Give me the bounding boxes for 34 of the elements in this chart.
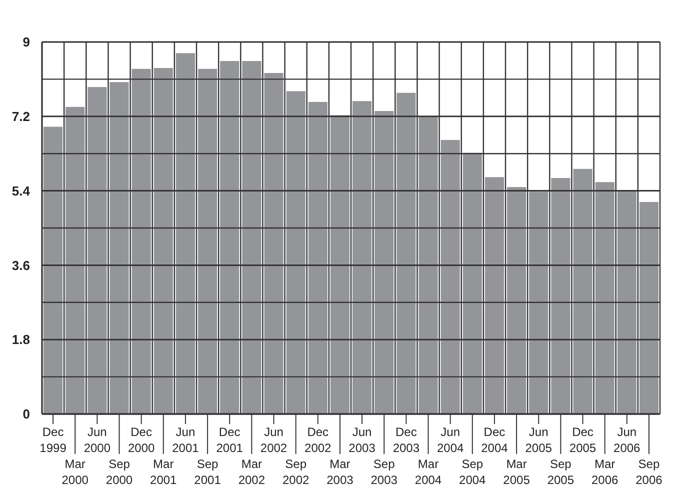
x-tick-label: Dec 2003 [392, 425, 420, 455]
y-tick-label: 7.2 [12, 108, 30, 124]
x-tick-label: Jun 2001 [172, 425, 200, 455]
x-tick-label: Sep 2005 [547, 457, 574, 487]
x-tick-label: Jun 2005 [525, 425, 552, 455]
x-tick-label: Mar 2000 [62, 457, 89, 487]
x-tick-label: Mar 2005 [503, 457, 530, 487]
x-tick-label: Sep 2003 [370, 457, 398, 487]
x-tick-label: Dec 1999 [40, 425, 67, 455]
x-tick-label: Sep 2006 [636, 457, 663, 487]
x-tick-label: Dec 2004 [481, 425, 508, 455]
x-tick-label: Dec 2000 [128, 425, 155, 455]
x-tick-label: Dec 2001 [216, 425, 244, 455]
x-tick-label: Mar 2003 [326, 457, 354, 487]
x-tick-label: Dec 2005 [569, 425, 596, 455]
x-tick-label: Mar 2001 [150, 457, 178, 487]
x-tick-label: Jun 2006 [614, 425, 641, 455]
y-tick-label: 5.4 [12, 183, 31, 198]
x-tick-label: Sep 2004 [459, 457, 486, 487]
y-tick-label: 1.8 [12, 332, 30, 348]
x-tick-label: Mar 2006 [591, 457, 618, 487]
x-tick-label: Jun 2004 [436, 425, 464, 455]
x-tick-label: Dec 2002 [304, 425, 332, 455]
x-tick-label: Jun 2003 [348, 425, 376, 455]
x-tick-label: Sep 2000 [106, 457, 133, 487]
x-tick-label: Jun 2000 [84, 425, 111, 455]
x-tick-label: Jun 2002 [260, 425, 288, 455]
y-tick-label: 3.6 [12, 258, 30, 273]
y-tick-label: 0 [22, 406, 30, 422]
x-tick-label: Sep 2001 [194, 457, 222, 487]
y-tick-label: 9 [22, 34, 30, 50]
x-tick-label: Mar 2004 [414, 457, 442, 487]
x-tick-label: Sep 2002 [282, 457, 310, 487]
x-tick-label: Mar 2002 [238, 457, 266, 487]
